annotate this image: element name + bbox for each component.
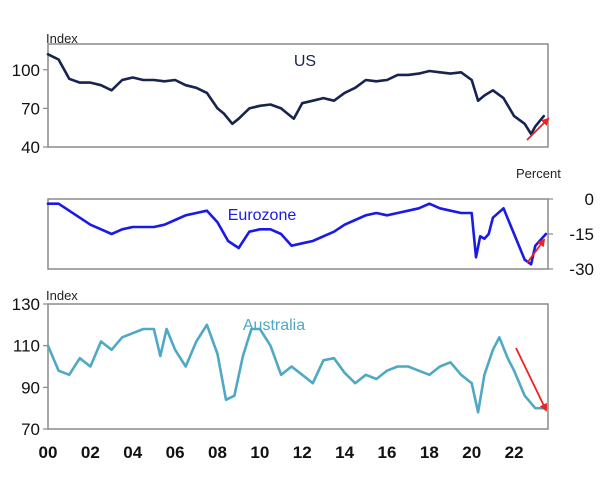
australia-series-label: Australia bbox=[243, 317, 305, 334]
x-tick-label: 08 bbox=[208, 443, 227, 462]
x-tick-label: 18 bbox=[420, 443, 439, 462]
x-tick-label: 10 bbox=[250, 443, 269, 462]
eurozone-series-label: Eurozone bbox=[228, 207, 297, 224]
us-series-label: US bbox=[294, 53, 316, 70]
x-tick-label: 16 bbox=[378, 443, 397, 462]
australia-y-tick-label: 70 bbox=[21, 420, 40, 439]
australia-y-tick-label: 110 bbox=[13, 337, 40, 356]
x-axis: 00 02 04 06 08 10 12 14 16 18 20 22 bbox=[39, 443, 524, 462]
x-tick-label: 06 bbox=[166, 443, 185, 462]
us-series-line bbox=[46, 52, 546, 136]
x-tick-label: 12 bbox=[293, 443, 312, 462]
us-panel: Index 40 70 100 US bbox=[12, 31, 550, 157]
australia-panel: Index 70 90 110 130 Australia bbox=[12, 288, 549, 439]
x-tick-label: 22 bbox=[505, 443, 524, 462]
us-y-tick-label: 100 bbox=[12, 61, 40, 80]
x-tick-label: 04 bbox=[123, 443, 142, 462]
x-tick-label: 20 bbox=[462, 443, 481, 462]
eurozone-unit-label: Percent bbox=[516, 166, 561, 181]
x-tick-label: 02 bbox=[81, 443, 100, 462]
eurozone-trend-arrow-up bbox=[526, 238, 546, 264]
australia-series-line bbox=[46, 323, 548, 414]
australia-unit-label: Index bbox=[46, 288, 78, 303]
eurozone-series-line bbox=[46, 202, 548, 266]
eurozone-y-tick-label: 0 bbox=[585, 190, 594, 209]
us-trend-arrow-up bbox=[526, 117, 550, 141]
eurozone-y-tick-label: -15 bbox=[569, 225, 594, 244]
australia-trend-arrow-down bbox=[515, 347, 547, 412]
us-unit-label: Index bbox=[46, 31, 78, 46]
eurozone-panel: Percent 0 -15 -30 Eurozone bbox=[46, 166, 594, 279]
eurozone-y-tick-label: -30 bbox=[569, 260, 594, 279]
australia-y-tick-label: 130 bbox=[12, 295, 40, 314]
australia-plot-frame bbox=[47, 303, 549, 430]
australia-y-tick-label: 90 bbox=[21, 378, 40, 397]
x-tick-label: 00 bbox=[39, 443, 58, 462]
us-plot-frame bbox=[47, 43, 549, 148]
us-y-tick-label: 40 bbox=[21, 138, 40, 157]
x-tick-label: 14 bbox=[335, 443, 354, 462]
us-y-tick-label: 70 bbox=[21, 99, 40, 118]
